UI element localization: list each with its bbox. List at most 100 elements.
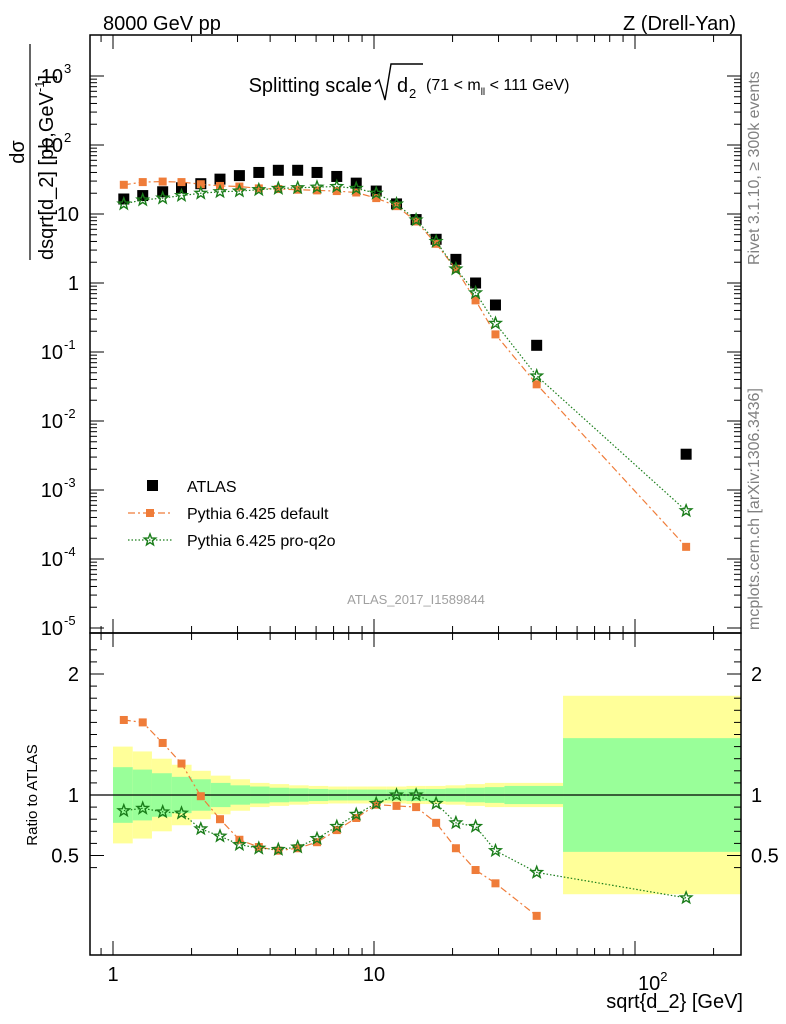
ratio-point-pythia-default bbox=[274, 846, 283, 855]
y-tick-label-base: 10 bbox=[41, 480, 63, 502]
ratio-point-pythia-proq2o bbox=[309, 830, 325, 845]
ratio-point-pythia-proq2o bbox=[231, 836, 248, 852]
main-point-pythia-proq2o bbox=[529, 367, 545, 383]
ratio-point-pythia-default bbox=[313, 838, 322, 847]
ratio-point-pythia-proq2o bbox=[329, 818, 345, 833]
ratio-point-pythia-default bbox=[372, 800, 381, 809]
main-point-pythia-proq2o bbox=[428, 233, 444, 248]
ratio-point-pythia-proq2o bbox=[448, 814, 464, 830]
ratio-point-pythia-proq2o bbox=[270, 841, 286, 856]
ratio-point-pythia-proq2o bbox=[135, 800, 151, 815]
ratio-point-pythia-default bbox=[432, 818, 441, 827]
main-point-pythia-default bbox=[532, 380, 541, 389]
header-left: 8000 GeV pp bbox=[103, 13, 221, 35]
main-point-pythia-proq2o bbox=[408, 211, 424, 227]
ratio-y-tick-label-right: 1 bbox=[751, 785, 762, 807]
ratio-y-tick-label-left: 0.5 bbox=[51, 846, 79, 868]
ratio-y-tick-label-right: 2 bbox=[751, 664, 762, 686]
main-point-pythia-default bbox=[254, 184, 263, 193]
main-point-pythia-proq2o bbox=[231, 183, 248, 198]
main-point-pythia-default bbox=[352, 188, 361, 197]
ratio-point-pythia-default bbox=[352, 813, 361, 822]
main-point-pythia-default bbox=[451, 264, 460, 273]
ratio-point-pythia-default bbox=[177, 759, 186, 768]
ratio-point-pythia-proq2o bbox=[212, 828, 228, 843]
ratio-point-pythia-default bbox=[215, 815, 224, 824]
legend-label-pythia-proq2o: Pythia 6.425 pro-q2o bbox=[187, 533, 336, 550]
header-right: Z (Drell-Yan) bbox=[623, 13, 736, 35]
x-tick-label: 10 bbox=[363, 964, 385, 986]
ratio-point-pythia-proq2o bbox=[388, 786, 405, 802]
main-point-pythia-proq2o bbox=[270, 180, 286, 195]
main-point-pythia-default bbox=[274, 185, 283, 194]
legend-marker-atlas bbox=[147, 480, 158, 491]
main-point-pythia-proq2o bbox=[388, 195, 405, 211]
ratio-point-pythia-default bbox=[451, 844, 460, 853]
main-point-atlas bbox=[470, 277, 482, 289]
mcplots-label: mcplots.cern.ch [arXiv:1306.3436] bbox=[746, 388, 763, 630]
ratio-point-pythia-proq2o bbox=[529, 864, 545, 879]
main-point-pythia-proq2o bbox=[467, 284, 484, 300]
main-point-pythia-proq2o bbox=[487, 315, 504, 330]
plot-title-cut: (71 < mll < 111 GeV) bbox=[426, 77, 569, 98]
main-point-atlas bbox=[331, 170, 343, 182]
main-point-pythia-proq2o bbox=[678, 502, 694, 518]
ratio-point-pythia-proq2o bbox=[348, 806, 364, 821]
plot-title-main: Splitting scale bbox=[249, 75, 372, 97]
main-data-layer bbox=[116, 164, 694, 551]
sqrt-symbol bbox=[374, 63, 423, 101]
main-point-pythia-default bbox=[412, 217, 421, 226]
ratio-line-pythia-proq2o bbox=[123, 794, 687, 899]
y-tick-label-base: 10 bbox=[41, 549, 63, 571]
main-point-pythia-proq2o bbox=[251, 181, 267, 197]
y-tick-label-base: 10 bbox=[41, 411, 63, 433]
y-label-numerator: dσ bbox=[7, 140, 29, 164]
ratio-point-pythia-proq2o bbox=[678, 889, 694, 905]
main-point-atlas bbox=[450, 253, 462, 265]
ratio-point-pythia-proq2o bbox=[428, 795, 444, 810]
ratio-point-pythia-default bbox=[471, 866, 480, 875]
ratio-point-pythia-proq2o bbox=[173, 805, 190, 820]
x-tick-label: 1 bbox=[107, 964, 118, 986]
y-tick-label-exponent: -5 bbox=[64, 613, 76, 628]
main-point-pythia-proq2o bbox=[368, 185, 384, 200]
y-tick-label-base: 10 bbox=[41, 135, 63, 157]
y-label-denominator: dsqrt[d_2] [pb,GeV-1] bbox=[32, 75, 58, 260]
main-point-atlas bbox=[680, 448, 692, 460]
y-tick-label-base: 10 bbox=[41, 618, 63, 640]
legend-label-pythia-default: Pythia 6.425 default bbox=[187, 506, 329, 523]
y-tick-label-exponent: -4 bbox=[64, 544, 76, 559]
main-point-pythia-default bbox=[138, 178, 147, 187]
main-point-pythia-default bbox=[177, 178, 186, 187]
main-point-pythia-proq2o bbox=[173, 187, 190, 202]
main-point-atlas bbox=[253, 166, 265, 178]
ratio-point-pythia-proq2o bbox=[193, 820, 209, 836]
main-point-pythia-proq2o bbox=[290, 179, 306, 195]
main-point-atlas bbox=[430, 233, 442, 245]
main-point-pythia-proq2o bbox=[116, 195, 132, 211]
main-point-atlas bbox=[489, 299, 501, 311]
ratio-y-axis-label: Ratio to ATLAS bbox=[24, 744, 41, 845]
rivet-label: Rivet 3.1.10, ≥ 300k events bbox=[746, 71, 763, 265]
main-point-atlas bbox=[292, 164, 304, 176]
ratio-point-pythia-default bbox=[293, 844, 302, 853]
legend-marker-pythia-default bbox=[146, 509, 154, 517]
x-axis-label: sqrt{d_2} [GeV] bbox=[606, 991, 743, 1013]
y-tick-label-exponent: -3 bbox=[64, 475, 76, 490]
main-point-atlas bbox=[370, 185, 382, 197]
ratio-point-pythia-default bbox=[491, 879, 500, 888]
y-tick-label: 1 bbox=[68, 273, 79, 295]
main-point-pythia-proq2o bbox=[448, 260, 464, 276]
main-point-pythia-default bbox=[158, 177, 167, 186]
main-point-pythia-default bbox=[119, 180, 128, 189]
plot-title: Splitting scale d 2 (71 < mll < 111 GeV) bbox=[249, 63, 569, 101]
x-tick-label-100: 102 bbox=[638, 969, 667, 995]
y-tick-label-exponent: -2 bbox=[64, 406, 76, 421]
ratio-point-pythia-default bbox=[138, 718, 147, 727]
main-point-pythia-proq2o bbox=[309, 179, 325, 194]
y-tick-label: 10 bbox=[57, 204, 79, 226]
ratio-point-pythia-default bbox=[532, 911, 541, 920]
ratio-point-pythia-proq2o bbox=[290, 839, 306, 854]
